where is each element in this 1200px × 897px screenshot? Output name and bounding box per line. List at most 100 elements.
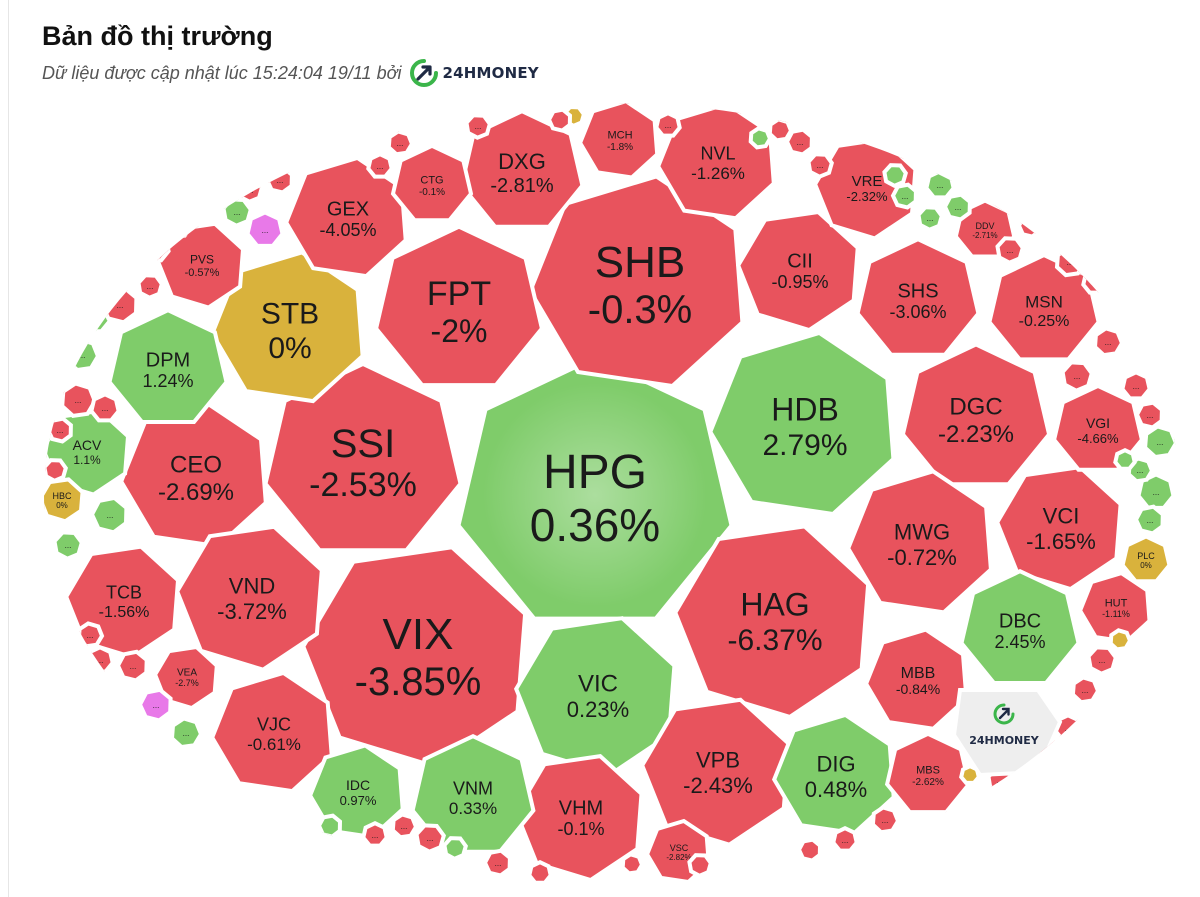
minor-stock-cell[interactable]: ...: [1081, 267, 1109, 295]
stock-cell-ssi[interactable]: SSI-2.53%: [263, 361, 463, 553]
minor-stock-cell[interactable]: [767, 117, 794, 143]
minor-stock-cell[interactable]: ...: [136, 273, 164, 300]
minor-stock-cell[interactable]: ...: [942, 192, 972, 222]
minor-stock-cell[interactable]: [620, 852, 645, 876]
minor-stock-cell[interactable]: [796, 837, 823, 863]
minor-stock-cell[interactable]: ...: [245, 210, 285, 248]
stock-cell-mch[interactable]: MCH-1.8%: [577, 101, 660, 180]
stock-cell-dxg[interactable]: DXG-2.81%: [459, 108, 585, 229]
stock-cell-hut[interactable]: HUT-1.11%: [1077, 570, 1152, 644]
minor-stock-cell[interactable]: ...: [1133, 504, 1165, 536]
minor-stock-cell[interactable]: [442, 836, 468, 862]
minor-stock-cell[interactable]: ...: [1070, 675, 1101, 705]
minor-stock-cell[interactable]: ...: [137, 687, 173, 723]
minor-stock-cell[interactable]: [546, 107, 573, 133]
minor-stock-cell[interactable]: ...: [1054, 246, 1087, 278]
stock-cell-fpt[interactable]: FPT-2%: [373, 224, 545, 388]
stock-cell-vnd[interactable]: VND-3.72%: [174, 524, 324, 672]
minor-stock-cell[interactable]: ...: [916, 205, 944, 232]
stock-cell-shb[interactable]: SHB-0.3%: [528, 174, 745, 389]
minor-stock-cell[interactable]: ...: [995, 236, 1025, 265]
minor-stock-cell[interactable]: ...: [65, 337, 101, 373]
minor-stock-cell[interactable]: ...: [139, 232, 171, 263]
minor-stock-cell[interactable]: [882, 163, 908, 189]
minor-stock-cell[interactable]: ...: [221, 197, 253, 228]
minor-stock-cell[interactable]: ...: [78, 301, 112, 334]
stock-cell-vci[interactable]: VCI-1.65%: [994, 464, 1123, 592]
minor-stock-cell[interactable]: ...: [264, 165, 294, 195]
minor-stock-cell[interactable]: ...: [1060, 360, 1094, 393]
minor-stock-cell[interactable]: ...: [1086, 645, 1118, 676]
minor-stock-cell[interactable]: ...: [890, 182, 918, 210]
stock-cell-ctg[interactable]: CTG-0.1%: [390, 143, 474, 223]
stock-cell-ceo[interactable]: CEO-2.69%: [118, 401, 268, 549]
minor-stock-cell[interactable]: ...: [52, 530, 84, 561]
stock-cell-cii[interactable]: CII-0.95%: [735, 209, 860, 333]
minor-stock-cell[interactable]: [1016, 213, 1043, 239]
stock-cell-dgc[interactable]: DGC-2.23%: [900, 342, 1052, 487]
update-info: Dữ liệu được cập nhật lúc 15:24:04 19/11…: [42, 58, 539, 88]
minor-stock-cell[interactable]: ...: [45, 416, 73, 444]
minor-stock-cell[interactable]: ...: [1092, 326, 1125, 358]
minor-stock-cell[interactable]: [748, 126, 773, 150]
minor-stock-cell[interactable]: ...: [924, 169, 956, 200]
minor-stock-cell[interactable]: ...: [386, 129, 415, 157]
more-label: ...: [1157, 438, 1164, 447]
minor-stock-cell[interactable]: [687, 853, 713, 879]
stock-cell-mbb[interactable]: MBB-0.84%: [863, 627, 969, 731]
minor-stock-cell[interactable]: ...: [76, 621, 105, 649]
minor-stock-cell[interactable]: [1113, 447, 1137, 471]
minor-stock-cell[interactable]: ...: [1143, 424, 1179, 460]
stock-cell-mwg[interactable]: MWG-0.72%: [845, 469, 993, 615]
minor-stock-cell[interactable]: [1108, 628, 1133, 652]
minor-stock-cell[interactable]: ...: [99, 285, 139, 325]
minor-stock-cell[interactable]: ...: [1134, 400, 1164, 430]
minor-stock-cell[interactable]: ...: [870, 805, 901, 835]
brand-link[interactable]: 24HMONEY: [409, 58, 539, 88]
stock-cell-vjc[interactable]: VJC-0.61%: [209, 670, 334, 794]
minor-stock-cell[interactable]: ...: [89, 392, 121, 423]
minor-stock-cell[interactable]: ...: [361, 820, 389, 848]
minor-stock-cell[interactable]: ...: [831, 825, 859, 853]
stock-cell-shs[interactable]: SHS-3.06%: [855, 236, 981, 357]
minor-stock-cell[interactable]: ...: [806, 152, 834, 179]
minor-stock-cell[interactable]: ...: [85, 645, 115, 674]
stock-cell-vix[interactable]: VIX-3.85%: [301, 545, 528, 769]
minor-stock-cell[interactable]: [44, 458, 68, 484]
minor-stock-cell[interactable]: ...: [1120, 370, 1152, 401]
minor-stock-cell[interactable]: ...: [464, 113, 492, 140]
stock-cell-mbs[interactable]: MBS-2.62%: [884, 731, 972, 815]
minor-cell-shape: [78, 301, 112, 334]
minor-stock-cell[interactable]: ...: [366, 151, 394, 179]
minor-stock-cell[interactable]: ...: [164, 212, 193, 240]
stock-cell-hag[interactable]: HAG-6.37%: [673, 524, 871, 720]
minor-stock-cell[interactable]: ...: [236, 177, 264, 204]
minor-stock-cell[interactable]: ...: [89, 495, 129, 535]
stock-cell-pvs[interactable]: PVS-0.57%: [155, 221, 246, 310]
stock-cell-vea[interactable]: VEA-2.7%: [152, 644, 219, 711]
brand-logo-cell[interactable]: 24HMONEY: [951, 688, 1063, 778]
minor-stock-cell[interactable]: ...: [482, 848, 512, 878]
stock-cell-vgi[interactable]: VGI-4.66%: [1051, 383, 1145, 472]
minor-stock-cell[interactable]: ...: [390, 812, 419, 840]
stock-cell-vhm[interactable]: VHM-0.1%: [513, 753, 644, 883]
minor-stock-cell[interactable]: ...: [654, 110, 682, 138]
stock-change: -0.61%: [247, 735, 301, 754]
minor-cell-shape: [115, 649, 149, 683]
minor-stock-cell[interactable]: [527, 859, 553, 885]
minor-stock-cell[interactable]: [316, 813, 343, 839]
minor-stock-cell[interactable]: ...: [414, 823, 446, 854]
minor-stock-cell[interactable]: ...: [169, 716, 204, 750]
minor-stock-cell[interactable]: ...: [115, 649, 149, 683]
